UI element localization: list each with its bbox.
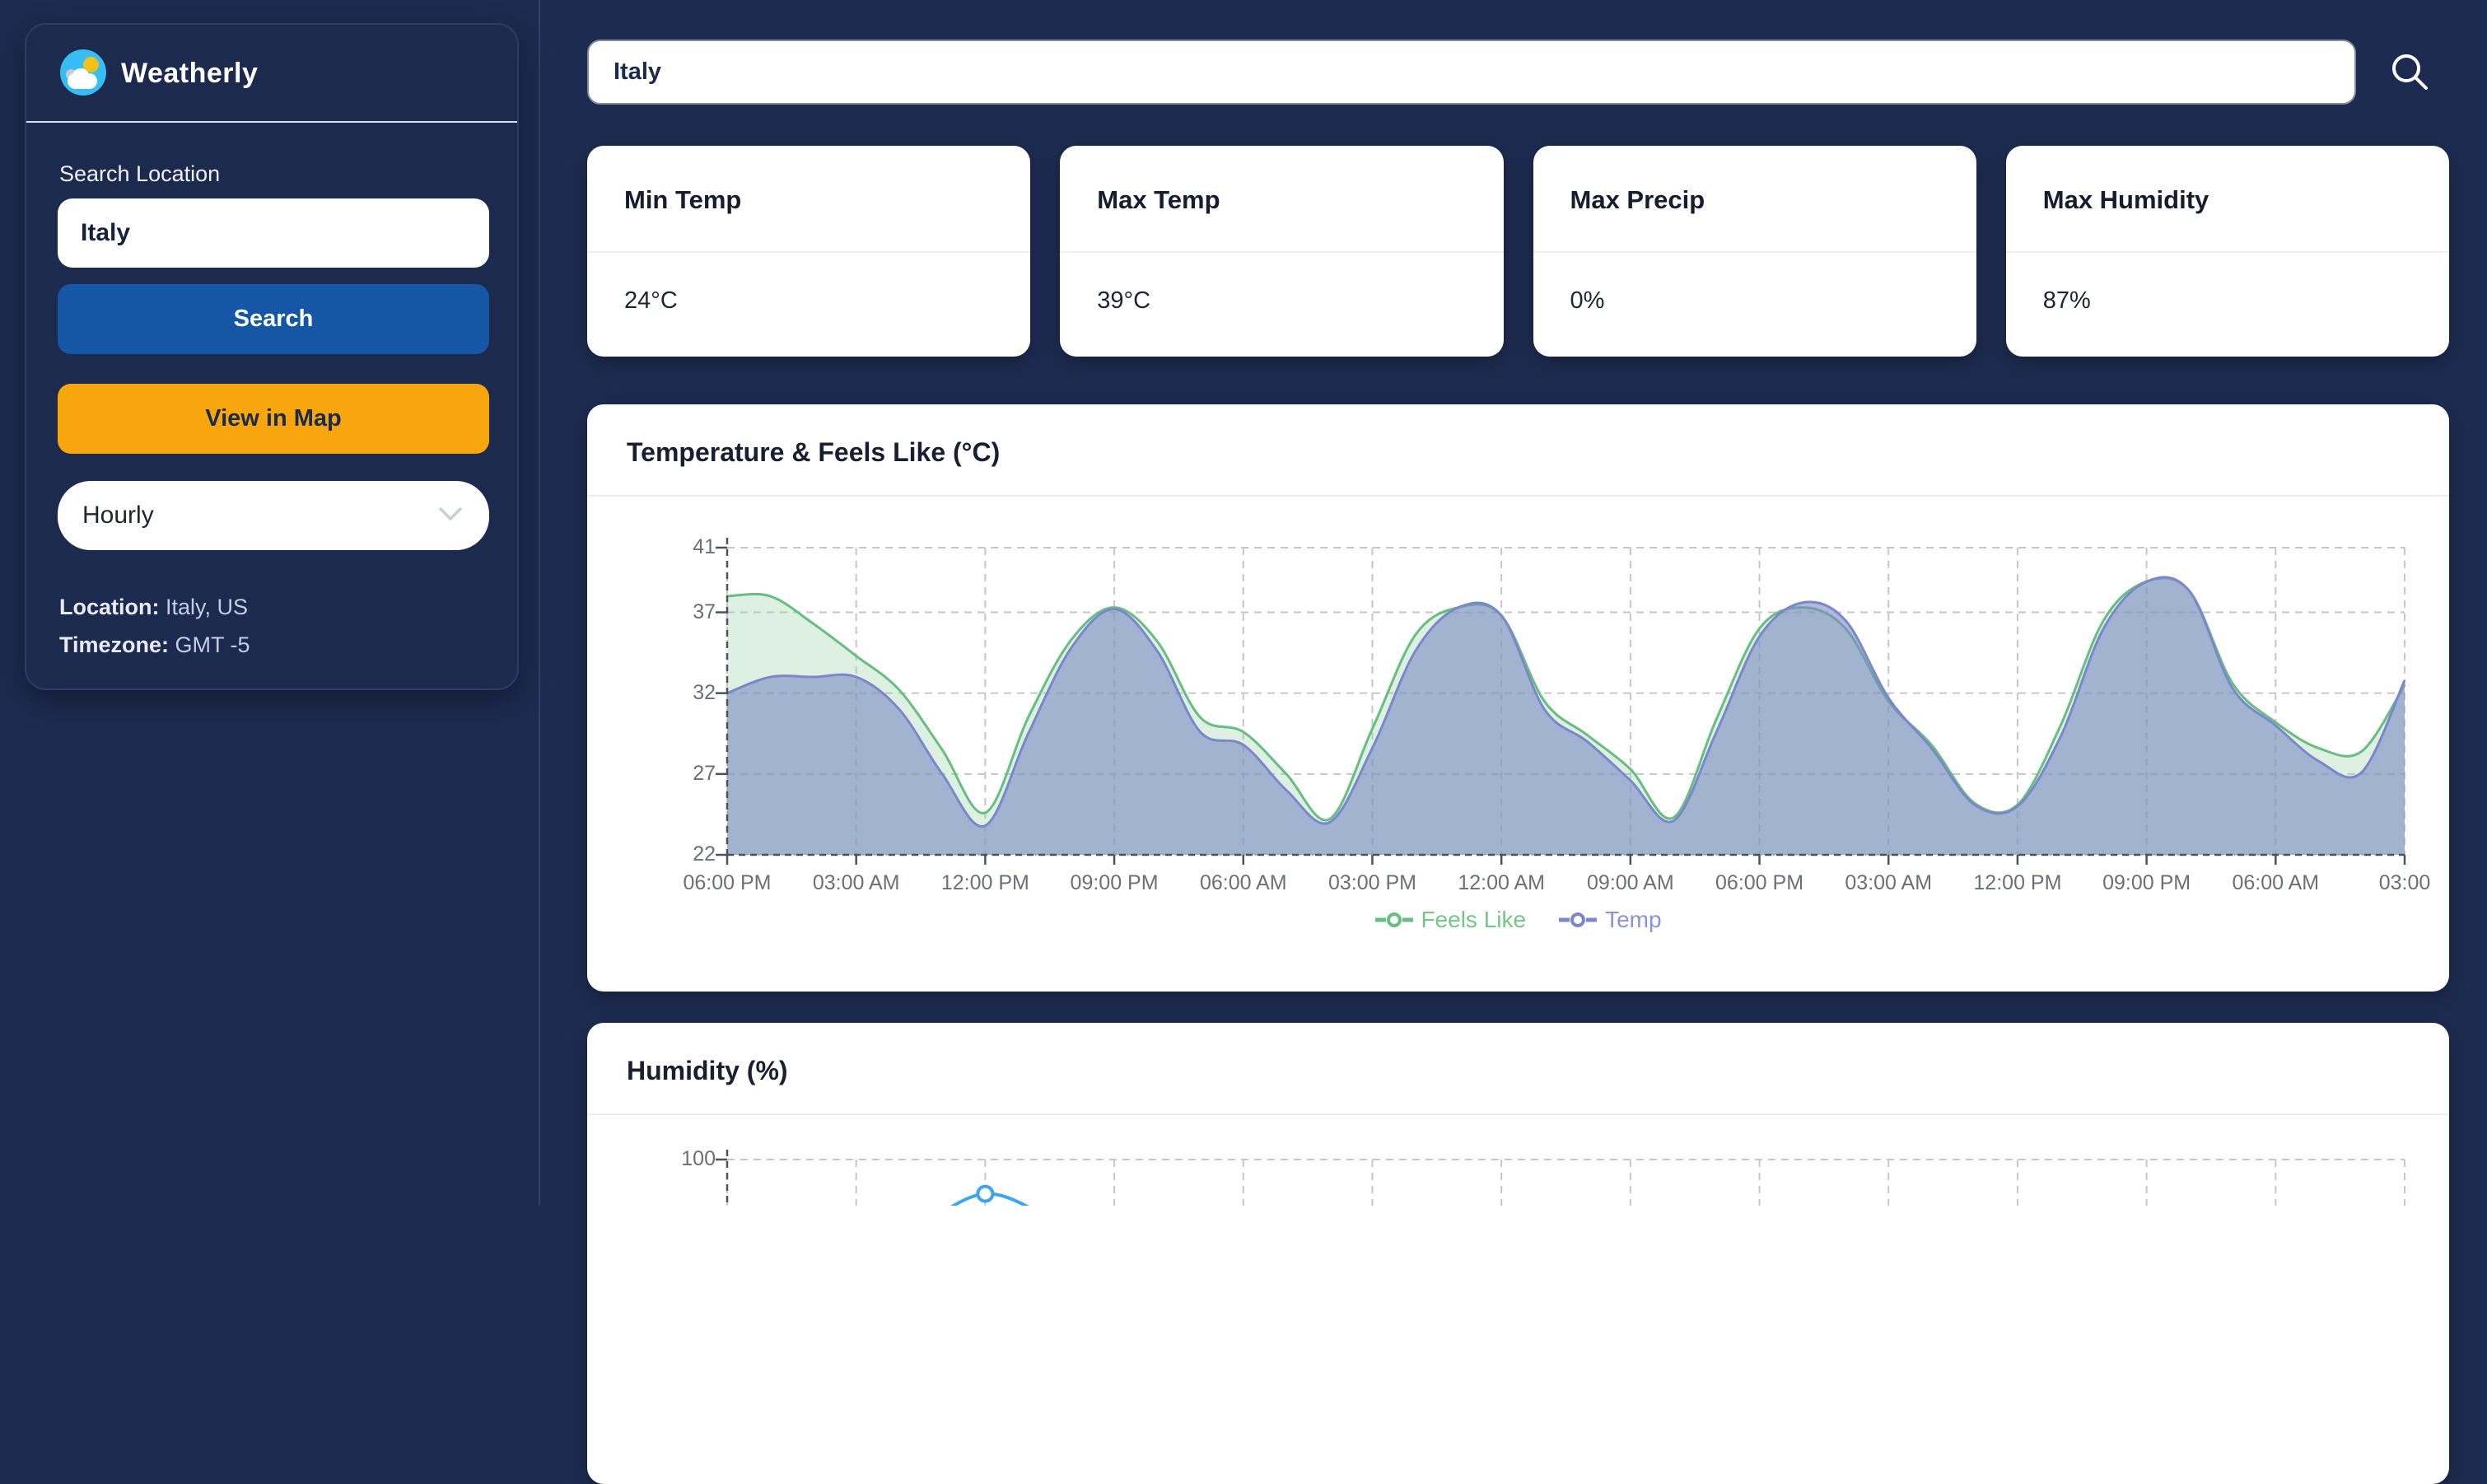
legend-label: Feels Like: [1421, 907, 1527, 932]
temperature-chart-title: Temperature & Feels Like (°C): [627, 437, 1001, 467]
temp-y-tick-37: 37: [693, 600, 716, 623]
temp-x-tick-8: 06:00 PM: [1715, 871, 1804, 894]
app-title: Weatherly: [121, 58, 259, 89]
temp-y-tick-22: 22: [693, 842, 716, 866]
humidity-chart-card: Humidity (%): [587, 1023, 2449, 1484]
temp-x-tick-7: 09:00 AM: [1587, 871, 1674, 894]
temp-x-tick-9: 03:00 AM: [1845, 871, 1933, 894]
stat-card-min-temp: Min Temp 24°C: [587, 146, 1031, 357]
temp-x-tick-5: 03:00 PM: [1327, 871, 1416, 894]
stat-cards-row: Min Temp 24°C Max Temp 39°C Max Precip 0…: [587, 146, 2449, 357]
stat-value: 87%: [2042, 287, 2091, 314]
search-icon[interactable]: [2387, 49, 2433, 96]
stat-title: Min Temp: [624, 185, 742, 214]
temp-x-tick-10: 12:00 PM: [1973, 871, 2062, 894]
humidity-chart-title: Humidity (%): [627, 1056, 788, 1085]
sidebar-panel: Weatherly Search Location Search View in…: [25, 23, 519, 690]
divider: [1533, 251, 1976, 253]
temp-x-tick-1: 03:00 AM: [812, 871, 900, 894]
interval-select[interactable]: Hourly: [58, 481, 489, 550]
location-info: Location: Italy, US: [59, 595, 248, 620]
temp-x-tick-0: 06:00 PM: [683, 871, 772, 894]
location-info-value: Italy, US: [166, 595, 249, 619]
logo-cloud: [68, 73, 97, 89]
temp-y-tick-27: 27: [693, 761, 716, 785]
stat-value: 24°C: [624, 287, 678, 314]
temp-y-tick-32: 32: [693, 680, 716, 704]
timezone-info-label: Timezone:: [59, 632, 170, 657]
timezone-info: Timezone: GMT -5: [59, 632, 250, 658]
stat-value: 39°C: [1097, 287, 1151, 314]
topbar-search-input[interactable]: [587, 40, 2356, 105]
sidebar-header: Weatherly: [26, 25, 517, 123]
weatherly-logo-icon: [60, 49, 106, 96]
divider: [587, 1113, 2449, 1115]
stat-title: Max Temp: [1097, 185, 1220, 214]
legend-marker-feels-like: [1374, 912, 1413, 927]
temp-x-tick-2: 12:00 PM: [940, 871, 1029, 894]
stat-value: 0%: [1570, 287, 1605, 314]
sidebar: Weatherly Search Location Search View in…: [0, 0, 540, 1206]
temp-x-tick-4: 06:00 AM: [1199, 871, 1287, 894]
temperature-chart-card: Temperature & Feels Like (°C) Feels Like…: [587, 404, 2449, 992]
legend-marker-temp: [1559, 912, 1598, 927]
divider: [2005, 251, 2449, 253]
temp-x-tick-11: 09:00 PM: [2102, 871, 2191, 894]
search-location-label: Search Location: [59, 161, 221, 186]
stat-title: Max Humidity: [2042, 185, 2209, 214]
chevron-down-icon: [436, 502, 464, 530]
stat-card-max-precip: Max Precip 0%: [1533, 146, 1976, 357]
search-button[interactable]: Search: [58, 284, 489, 354]
stat-card-max-humidity: Max Humidity 87%: [2005, 146, 2449, 357]
view-in-map-button[interactable]: View in Map: [58, 384, 489, 454]
divider: [587, 495, 2449, 497]
temp-x-tick-13: 03:00: [2378, 871, 2431, 894]
timezone-info-value: GMT -5: [175, 632, 250, 657]
divider: [1060, 251, 1504, 253]
divider: [587, 251, 1031, 253]
legend-item-temp[interactable]: Temp: [1559, 907, 1662, 933]
location-info-label: Location:: [59, 595, 160, 619]
legend-item-feels-like[interactable]: Feels Like: [1374, 907, 1526, 933]
temp-x-tick-12: 06:00 AM: [2232, 871, 2320, 894]
temp-x-tick-6: 12:00 AM: [1458, 871, 1545, 894]
interval-select-value: Hourly: [82, 502, 154, 529]
location-input[interactable]: [58, 198, 489, 268]
stat-card-max-temp: Max Temp 39°C: [1060, 146, 1504, 357]
temp-x-tick-3: 09:00 PM: [1070, 871, 1159, 894]
stat-title: Max Precip: [1570, 185, 1705, 214]
temperature-chart-legend: Feels Like Temp: [1374, 907, 1662, 933]
legend-label: Temp: [1605, 907, 1662, 932]
humidity-y-tick-100: 100: [681, 1147, 716, 1170]
logo-sun: [83, 57, 99, 72]
temp-y-tick-41: 41: [693, 535, 716, 558]
